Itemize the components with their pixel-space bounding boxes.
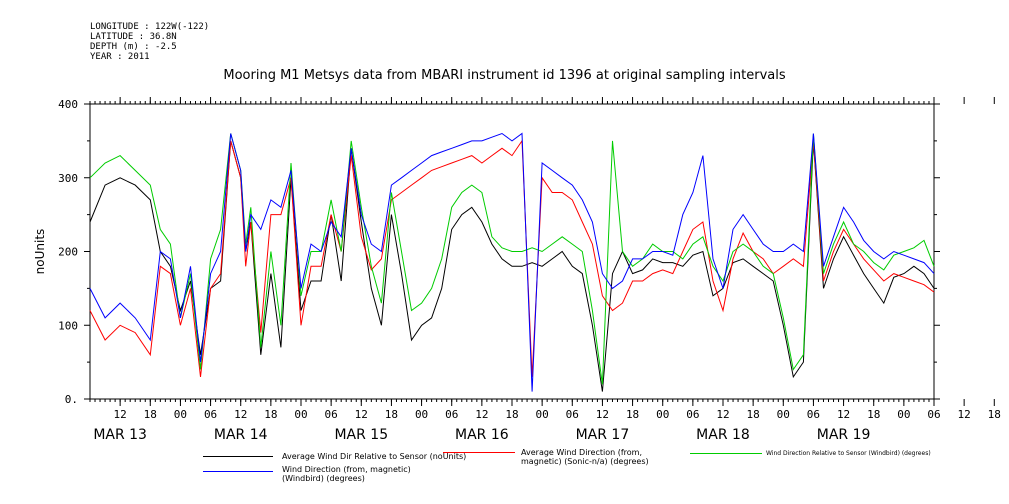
x-day-label: MAR 18 — [696, 427, 750, 443]
x-tick-label: 06 — [325, 408, 338, 421]
x-tick-label: 18 — [264, 408, 277, 421]
x-day-label: MAR 14 — [214, 427, 268, 443]
series-line-3 — [89, 133, 935, 385]
x-tick-label: 06 — [204, 408, 217, 421]
x-tick-label: 18 — [385, 408, 398, 421]
x-tick-label: 12 — [234, 408, 247, 421]
x-tick-label: 00 — [777, 408, 790, 421]
x-tick-label: 12 — [837, 408, 850, 421]
legend-swatch-black — [203, 456, 273, 457]
x-tick-label: 06 — [807, 408, 820, 421]
x-tick-label: 18 — [626, 408, 639, 421]
x-tick-label: 18 — [988, 408, 1001, 421]
legend-swatch-green — [690, 453, 762, 454]
x-tick-label: 06 — [566, 408, 579, 421]
y-tick-label: 100 — [58, 319, 78, 332]
longitude-text: LONGITUDE : 122W(-122) — [90, 22, 210, 32]
depth-text: DEPTH (m) : -2.5 — [90, 42, 177, 52]
x-tick-label: 06 — [686, 408, 699, 421]
x-tick-label: 00 — [536, 408, 549, 421]
y-tick-label: 400 — [58, 98, 78, 111]
x-tick-label: 18 — [505, 408, 518, 421]
x-tick-label: 12 — [114, 408, 127, 421]
y-tick-label: 0. — [65, 393, 78, 406]
x-tick-label: 12 — [355, 408, 368, 421]
legend-label-series-3: Wind Direction Relative to Sensor (Windb… — [766, 450, 931, 457]
x-day-label: MAR 17 — [576, 427, 630, 443]
metadata-block: LONGITUDE : 122W(-122) LATITUDE : 36.8N … — [90, 22, 209, 62]
x-day-label: MAR 13 — [93, 427, 147, 443]
y-axis-label: noUnits — [33, 229, 47, 275]
latitude-text: LATITUDE : 36.8N — [90, 32, 177, 42]
year-text: YEAR : 2011 — [90, 52, 150, 62]
x-day-label: MAR 15 — [334, 427, 388, 443]
legend-swatch-red — [443, 452, 515, 453]
x-tick-label: 12 — [716, 408, 729, 421]
chart-title: Mooring M1 Metsys data from MBARI instru… — [223, 68, 786, 83]
x-tick-label: 00 — [174, 408, 187, 421]
x-tick-label: 06 — [445, 408, 458, 421]
x-tick-label: 00 — [897, 408, 910, 421]
x-tick-label: 06 — [927, 408, 940, 421]
series-line-4 — [89, 132, 935, 392]
legend-swatch-blue — [203, 471, 273, 472]
y-tick-label: 200 — [58, 246, 78, 259]
x-tick-label: 18 — [867, 408, 880, 421]
x-tick-label: 12 — [958, 408, 971, 421]
x-day-label: MAR 19 — [817, 427, 871, 443]
x-day-label: MAR 16 — [455, 427, 509, 443]
y-tick-label: 300 — [58, 172, 78, 185]
legend-label-series-4: Wind Direction (from, magnetic) (Windbir… — [282, 465, 411, 483]
x-tick-label: 00 — [656, 408, 669, 421]
x-tick-label: 12 — [596, 408, 609, 421]
x-tick-label: 00 — [415, 408, 428, 421]
legend-label-series-2: Average Wind Direction (from, magnetic) … — [521, 448, 649, 466]
series-line-2 — [89, 139, 935, 377]
x-tick-label: 12 — [475, 408, 488, 421]
x-tick-label: 00 — [294, 408, 307, 421]
x-tick-label: 18 — [144, 408, 157, 421]
x-tick-label: 18 — [747, 408, 760, 421]
legend-label-series-1: Average Wind Dir Relative to Sensor (noU… — [282, 452, 467, 461]
